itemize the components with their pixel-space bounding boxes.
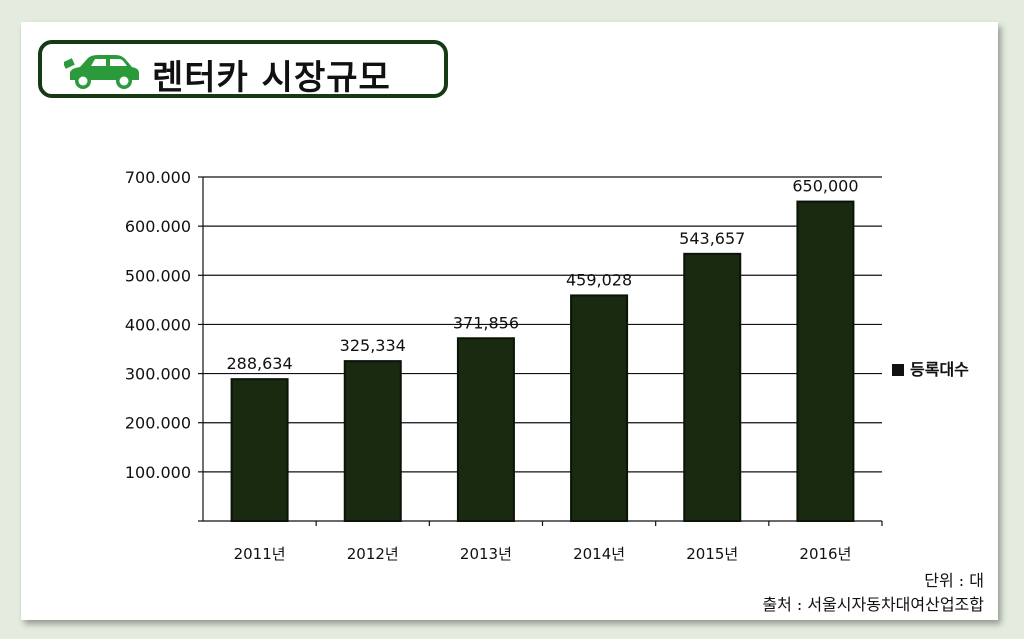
y-tick-label: 500.000 <box>125 266 191 285</box>
x-tick-label: 2015년 <box>686 545 738 563</box>
y-tick-label: 100.000 <box>125 463 191 482</box>
source-note: 출처 : 서울시자동차대여산업조합 <box>762 595 984 614</box>
data-label: 459,028 <box>566 270 632 289</box>
y-tick-label: 200.000 <box>125 414 191 433</box>
bar <box>230 378 289 522</box>
x-tick-label: 2014년 <box>573 545 625 563</box>
x-tick-label: 2011년 <box>234 545 286 563</box>
x-tick-label: 2013년 <box>460 545 512 563</box>
unit-note: 단위 : 대 <box>924 571 984 590</box>
bar <box>343 360 402 522</box>
data-label: 543,657 <box>679 229 745 248</box>
y-tick-label: 600.000 <box>125 217 191 236</box>
y-tick-label: 300.000 <box>125 365 191 384</box>
legend-label: 등록대수 <box>910 360 969 379</box>
bar <box>683 252 742 522</box>
bar <box>570 294 629 522</box>
car-icon <box>64 55 139 89</box>
bar <box>796 200 855 522</box>
data-label: 325,334 <box>340 336 406 355</box>
title-box: 렌터카 시장규모 <box>38 40 448 98</box>
bar <box>456 337 515 522</box>
data-label: 288,634 <box>226 354 292 373</box>
data-label: 371,856 <box>453 313 519 332</box>
legend: 등록대수 <box>892 356 969 380</box>
x-tick-label: 2016년 <box>799 545 851 563</box>
chart-title: 렌터카 시장규모 <box>152 58 391 98</box>
x-tick-label: 2012년 <box>347 545 399 563</box>
legend-swatch <box>892 364 904 376</box>
data-label: 650,000 <box>792 177 858 196</box>
y-tick-label: 700.000 <box>125 168 191 187</box>
y-tick-label: 400.000 <box>125 315 191 334</box>
